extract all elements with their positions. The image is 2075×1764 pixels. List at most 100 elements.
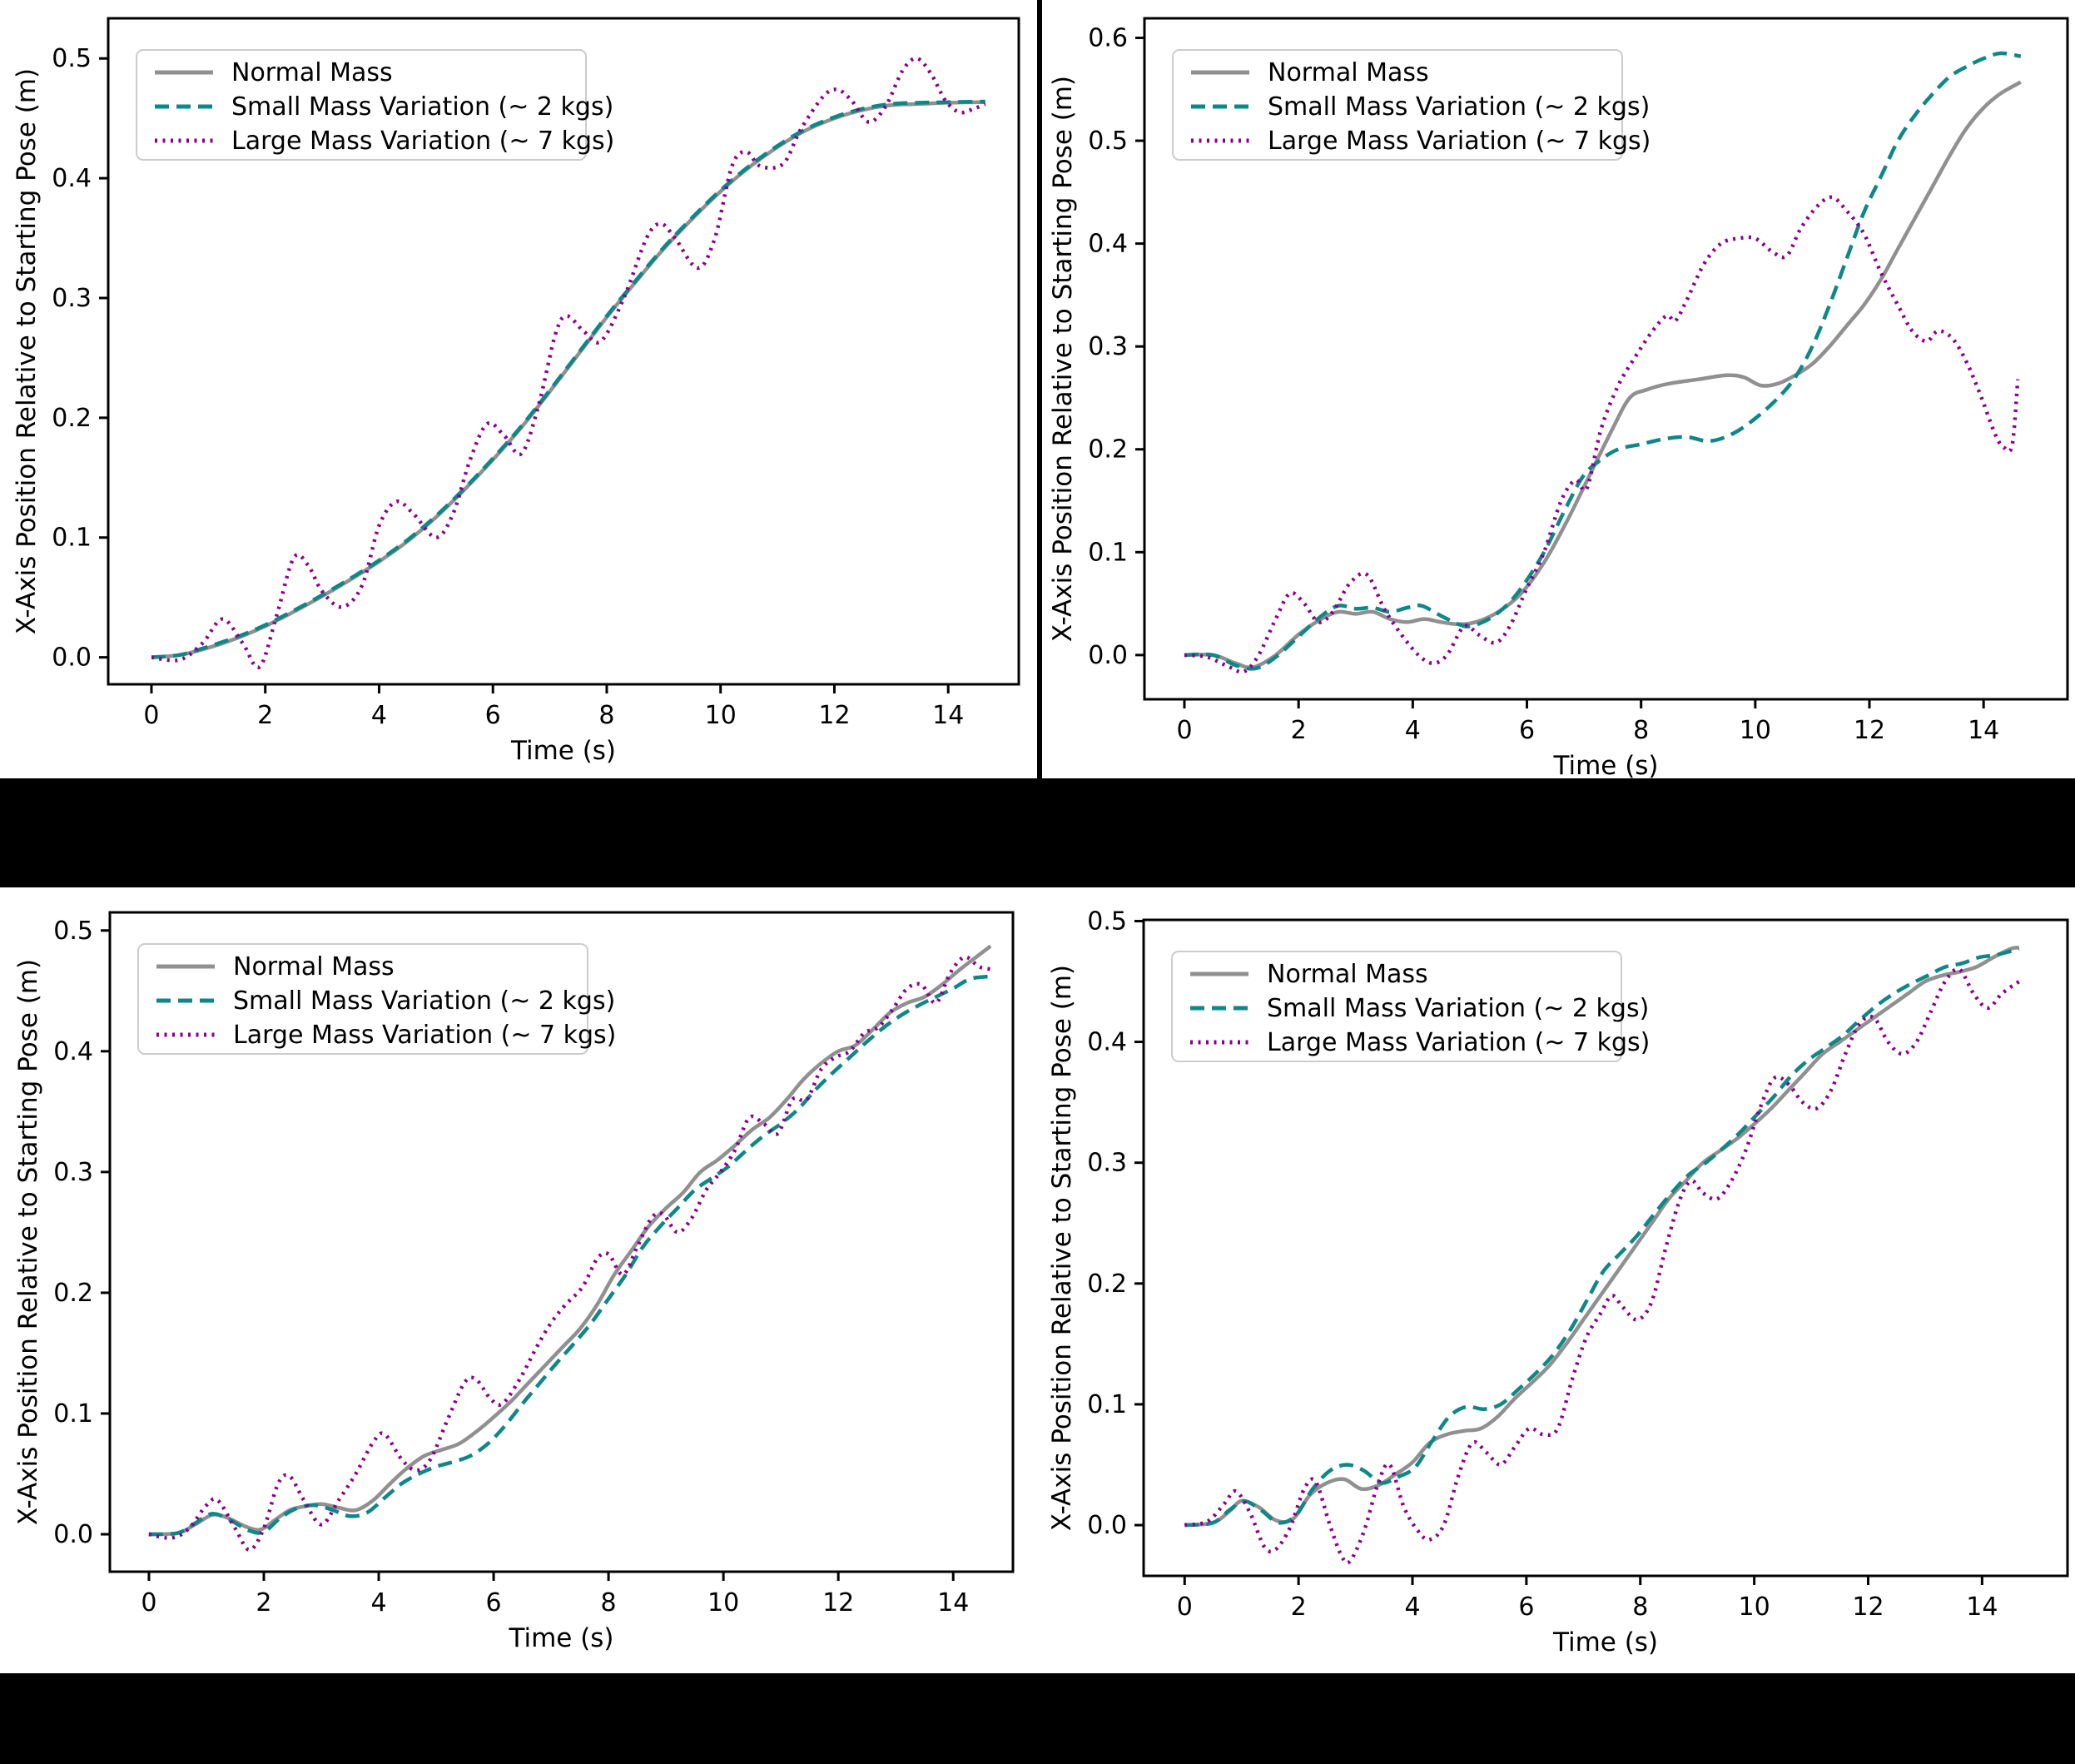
x-tick-label: 6 (486, 1588, 502, 1617)
y-tick-label: 0.1 (1088, 538, 1128, 567)
x-tick-label: 6 (485, 701, 501, 730)
chart-bottom_left: 0 2 4 6 8 10 12 14 0.0 0.1 0.2 0.3 0.4 0.5 Time (s) X-A… (13, 911, 1015, 1653)
series-line-0 (1184, 80, 2022, 670)
axes-box (1142, 918, 2069, 1578)
y-tick-label: 0.5 (1087, 907, 1127, 936)
legend-label: Small Mass Variation (~ 2 kgs) (231, 92, 613, 122)
x-tick-label: 0 (1176, 716, 1192, 745)
series-line-1 (148, 974, 991, 1537)
x-tick-label: 14 (1968, 716, 1999, 745)
y-tick-label: 0.0 (52, 643, 92, 673)
y-tick-label: 0.4 (1088, 230, 1128, 259)
x-tick-label: 2 (1291, 1593, 1307, 1622)
series-line-2 (1184, 966, 2021, 1565)
y-tick-label: 0.3 (52, 284, 92, 313)
x-tick-label: 4 (1405, 716, 1421, 745)
series-line-1 (1184, 947, 2020, 1528)
y-tick-label: 0.5 (1088, 127, 1128, 156)
legend-label: Normal Mass (231, 58, 393, 87)
y-tick-label: 0.5 (52, 44, 92, 73)
x-axis-label: Time (s) (510, 736, 616, 766)
y-tick-label: 0.3 (1088, 332, 1128, 361)
chart-top_right: 0 2 4 6 8 10 12 14 0.0 0.1 0.2 0.3 0.4 0.5 0.6 Time (s)… (1048, 17, 2069, 778)
legend-box (136, 49, 587, 161)
y-tick-label: 0.4 (1087, 1028, 1127, 1057)
y-tick-label: 0.6 (1088, 23, 1128, 52)
y-tick-label: 0.2 (52, 404, 92, 433)
plot-panel-bottom-left: 0 2 4 6 8 10 12 14 0.0 0.1 0.2 0.3 0.4 0.5 Time (s) X-A… (0, 887, 1037, 1673)
x-axis-label: Time (s) (1552, 751, 1658, 778)
y-tick-label: 0.2 (1088, 435, 1128, 465)
y-tick-label: 0.0 (53, 1520, 93, 1549)
legend-label: Small Mass Variation (~ 2 kgs) (233, 986, 615, 1016)
x-tick-label: 2 (256, 1588, 271, 1617)
series-line-2 (1184, 195, 2020, 674)
series-line-2 (151, 56, 986, 670)
x-tick-label: 10 (707, 1588, 739, 1617)
y-tick-label: 0.3 (53, 1158, 93, 1187)
y-tick-label: 0.0 (1088, 641, 1128, 670)
plot-panel-top-right: 0 2 4 6 8 10 12 14 0.0 0.1 0.2 0.3 0.4 0.5 0.6 Time (s)… (1042, 0, 2075, 778)
legend-box (137, 943, 588, 1055)
legend-box (1171, 951, 1622, 1062)
x-tick-label: 8 (601, 1588, 617, 1617)
legend-label: Large Mass Variation (~ 7 kgs) (1268, 127, 1651, 156)
x-tick-label: 4 (1404, 1593, 1420, 1622)
x-tick-label: 2 (1291, 716, 1307, 745)
y-axis-label: X-Axis Position Relative to Starting Pos… (12, 68, 42, 634)
x-tick-label: 4 (370, 1588, 386, 1617)
x-tick-label: 6 (1519, 716, 1535, 745)
legend-label: Large Mass Variation (~ 7 kgs) (233, 1021, 616, 1050)
axes-box (108, 911, 1015, 1573)
x-tick-label: 6 (1518, 1593, 1534, 1622)
x-tick-label: 10 (1740, 716, 1771, 745)
y-axis-label: X-Axis Position Relative to Starting Pos… (1047, 965, 1077, 1531)
legend-label: Small Mass Variation (~ 2 kgs) (1268, 92, 1650, 122)
x-tick-label: 12 (1854, 716, 1885, 745)
legend: Normal Mass Small Mass Variation (~ 2 kgs… (137, 943, 616, 1055)
y-tick-label: 0.3 (1087, 1149, 1127, 1178)
legend: Normal Mass Small Mass Variation (~ 2 kgs… (1172, 49, 1651, 161)
legend-label: Small Mass Variation (~ 2 kgs) (1267, 994, 1649, 1023)
x-tick-label: 8 (1633, 716, 1649, 745)
x-tick-label: 14 (932, 701, 964, 730)
x-axis-label: Time (s) (508, 1623, 613, 1653)
y-tick-label: 0.4 (53, 1037, 93, 1066)
y-axis-label: X-Axis Position Relative to Starting Pos… (1048, 76, 1078, 642)
x-tick-label: 14 (937, 1588, 969, 1617)
middle-black-band (0, 778, 2075, 887)
x-tick-label: 8 (598, 701, 614, 730)
chart-top_left: 0 2 4 6 8 10 12 14 0.0 0.1 0.2 0.3 0.4 0.5 Time (s) X-A… (12, 17, 1020, 766)
x-tick-label: 2 (257, 701, 273, 730)
x-tick-label: 0 (1177, 1593, 1193, 1622)
y-tick-label: 0.0 (1087, 1511, 1127, 1540)
y-tick-label: 0.2 (1087, 1270, 1127, 1299)
series-line-1 (1184, 51, 2022, 671)
y-tick-label: 0.1 (53, 1399, 93, 1429)
legend-label: Large Mass Variation (~ 7 kgs) (1267, 1028, 1650, 1057)
y-tick-label: 0.1 (1087, 1390, 1127, 1419)
chart-bottom_right: 0 2 4 6 8 10 12 14 0.0 0.1 0.2 0.3 0.4 0.5 Time (s) X-A… (1047, 907, 2069, 1657)
legend-label: Normal Mass (233, 952, 395, 981)
y-axis-label: X-Axis Position Relative to Starting Pos… (13, 959, 43, 1525)
y-tick-label: 0.5 (53, 917, 93, 946)
x-tick-label: 0 (141, 1588, 156, 1617)
panel-divider (1037, 0, 1042, 778)
axes-box (1143, 17, 2069, 701)
series-line-0 (151, 100, 985, 659)
x-tick-label: 4 (371, 701, 387, 730)
legend-label: Normal Mass (1267, 960, 1428, 989)
x-tick-label: 10 (705, 701, 737, 730)
x-tick-label: 8 (1632, 1593, 1648, 1622)
legend: Normal Mass Small Mass Variation (~ 2 kgs… (136, 49, 614, 161)
x-axis-label: Time (s) (1552, 1627, 1658, 1657)
x-tick-label: 14 (1966, 1593, 1998, 1622)
plot-panel-bottom-right: 0 2 4 6 8 10 12 14 0.0 0.1 0.2 0.3 0.4 0.5 Time (s) X-A… (1037, 887, 2075, 1673)
x-tick-label: 12 (822, 1588, 854, 1617)
series-line-0 (1184, 946, 2020, 1528)
legend: Normal Mass Small Mass Variation (~ 2 kgs… (1171, 951, 1650, 1062)
legend-label: Large Mass Variation (~ 7 kgs) (231, 127, 614, 156)
y-tick-label: 0.2 (53, 1279, 93, 1308)
plot-panel-top-left: 0 2 4 6 8 10 12 14 0.0 0.1 0.2 0.3 0.4 0.5 Time (s) X-A… (0, 0, 1037, 778)
